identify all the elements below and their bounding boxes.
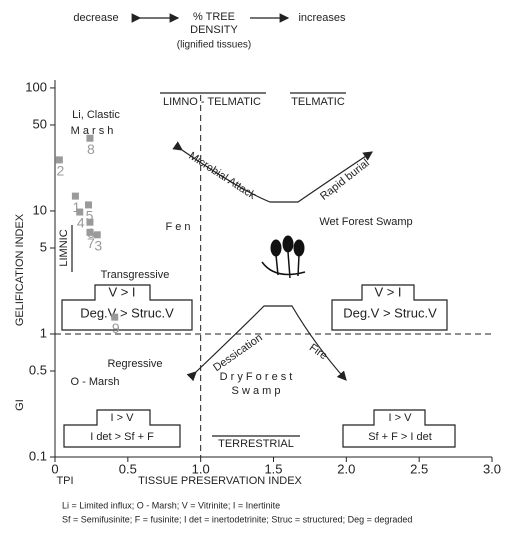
y-tick-label: 100 — [25, 79, 47, 94]
y-tick-label: 5 — [40, 239, 47, 254]
note: Microbial Attack — [186, 150, 258, 202]
y-tick-label: 0.1 — [29, 448, 47, 463]
note: Wet Forest Swamp — [319, 216, 412, 228]
note: O - Marsh — [71, 376, 120, 388]
point-label: 7 — [87, 235, 95, 251]
y-label: GELIFICATION INDEX — [14, 213, 26, 326]
box-text: I > V — [389, 412, 413, 424]
header-left: decrease — [73, 12, 118, 24]
note: Fire — [307, 342, 329, 363]
x-tick-label: 1.0 — [192, 461, 210, 476]
box-text: V > I — [108, 284, 135, 299]
box-text: Deg.V > Struc.V — [343, 305, 437, 320]
annotations: LIMNO - TELMATIC TELMATIC TERRESTRIAL Li… — [58, 93, 455, 450]
header-right: increases — [298, 12, 346, 24]
note: Dessication — [211, 332, 264, 374]
box-text: I det > Sf + F — [90, 431, 154, 443]
y-tick-label: 10 — [33, 202, 47, 217]
note: D r y F o r e s t — [220, 371, 293, 383]
box-text: Sf + F > I det — [368, 431, 432, 443]
plant-icon — [262, 236, 305, 278]
point-label: 9 — [112, 320, 120, 336]
note: LIMNIC — [58, 229, 70, 266]
y-tick-label: 0.5 — [29, 362, 47, 377]
header-center: (lignified tissues) — [177, 40, 251, 51]
chart: decrease % TREE DENSITY (lignified tissu… — [0, 0, 514, 533]
zone-label: LIMNO - TELMATIC — [163, 96, 261, 108]
x-label-short: TPI — [56, 475, 73, 487]
x-tick-label: 2.5 — [410, 461, 428, 476]
note: Transgressive — [101, 269, 170, 281]
x-tick-label: 3.0 — [483, 461, 501, 476]
note: Li, Clastic — [72, 109, 120, 121]
y-label-short: GI — [14, 399, 26, 411]
zone-label: TERRESTRIAL — [218, 438, 294, 450]
y-tick-label: 50 — [33, 116, 47, 131]
note: Rapid burial — [318, 157, 372, 203]
zone-label: TELMATIC — [291, 96, 345, 108]
note: F e n — [165, 221, 190, 233]
header: decrease % TREE DENSITY (lignified tissu… — [73, 11, 346, 51]
x-tick-label: 2.0 — [337, 461, 355, 476]
point-label: 4 — [77, 215, 85, 231]
header-center: DENSITY — [190, 24, 238, 36]
footnote: Li = Limited influx; O - Marsh; V = Vitr… — [62, 500, 280, 510]
point-label: 8 — [87, 141, 95, 157]
x-tick-label: 0 — [51, 461, 58, 476]
point-label: 2 — [56, 163, 64, 179]
note: Regressive — [107, 358, 162, 370]
x-tick-label: 0.5 — [119, 461, 137, 476]
x-tick-label: 1.5 — [264, 461, 282, 476]
note: S w a m p — [232, 385, 281, 397]
box-text: V > I — [374, 284, 401, 299]
header-center: % TREE — [193, 11, 235, 23]
box-text: I > V — [111, 412, 135, 424]
footnote: Sf = Semifusinite; F = fusinite; I det =… — [62, 514, 412, 524]
x-label: TISSUE PRESERVATION INDEX — [138, 475, 302, 487]
y-tick-label: 1 — [40, 325, 47, 340]
point-label: 3 — [94, 238, 102, 254]
box-text: Deg.V > Struc.V — [80, 305, 174, 320]
